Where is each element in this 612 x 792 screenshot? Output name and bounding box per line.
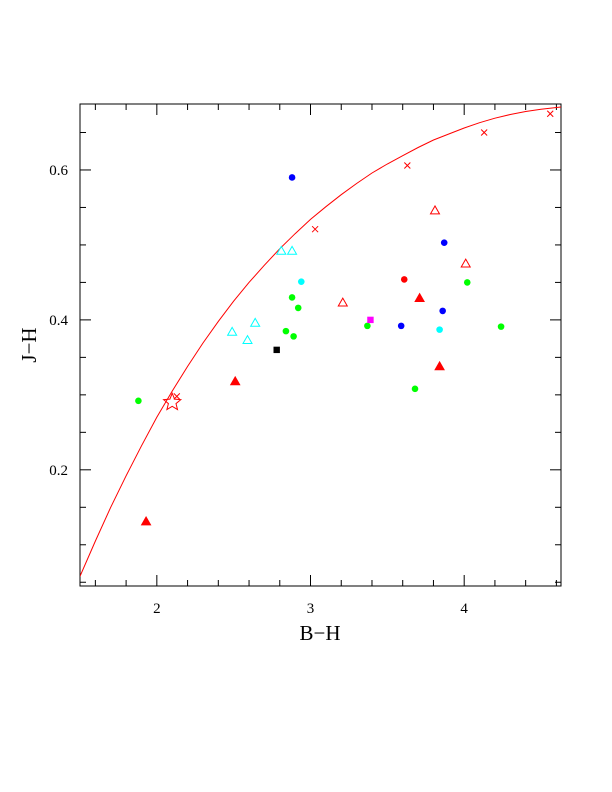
axis-ticks <box>80 104 561 586</box>
x-tick-label: 4 <box>460 601 468 617</box>
cross-stroke <box>311 225 319 233</box>
y-tick-label: 0.4 <box>49 313 68 329</box>
y-tick-label: 0.6 <box>49 163 68 179</box>
data-point <box>497 323 505 330</box>
data-point <box>414 292 425 303</box>
y-axis-label: J−H <box>17 327 41 362</box>
data-point <box>460 258 472 268</box>
data-point <box>242 334 253 345</box>
curve-cross-marker <box>311 225 319 233</box>
data-point <box>434 360 445 371</box>
data-point <box>367 316 374 324</box>
data-point <box>273 346 280 354</box>
data-point <box>226 326 238 336</box>
star-marker <box>162 391 183 411</box>
curve-cross-marker <box>480 129 488 136</box>
data-point <box>436 326 443 333</box>
plot-frame <box>79 103 562 587</box>
data-point <box>288 174 296 181</box>
data-point <box>400 276 408 283</box>
x-tick-label: 2 <box>153 601 161 617</box>
data-point <box>140 516 152 526</box>
curve-cross-marker <box>403 162 411 169</box>
data-point <box>364 322 371 330</box>
data-point <box>297 278 305 285</box>
model-curve <box>80 106 561 577</box>
data-point <box>286 245 298 255</box>
tick-labels: 2 3 4 0.2 0.4 0.6 <box>49 163 468 617</box>
data-point <box>229 375 241 386</box>
data-point <box>439 307 446 315</box>
x-axis-label: B−H <box>299 621 340 645</box>
data-point <box>411 385 419 393</box>
y-tick-label: 0.2 <box>49 463 68 479</box>
x-tick-label: 3 <box>307 601 315 617</box>
data-point <box>397 322 405 330</box>
data-point <box>463 279 471 286</box>
data-point <box>135 397 142 405</box>
data-point <box>249 317 261 327</box>
data-point <box>275 245 287 255</box>
data-point <box>282 327 290 335</box>
data-point <box>440 239 448 246</box>
cross-stroke <box>546 110 554 118</box>
curve-layer <box>80 106 561 577</box>
data-point <box>337 297 349 307</box>
data-point <box>429 204 441 215</box>
data-point <box>288 294 296 301</box>
curve-cross-marker <box>546 110 554 118</box>
cross-stroke <box>480 129 488 136</box>
data-point <box>294 304 302 312</box>
cross-stroke <box>403 162 411 169</box>
points-layer <box>135 174 505 526</box>
data-point <box>290 333 297 340</box>
